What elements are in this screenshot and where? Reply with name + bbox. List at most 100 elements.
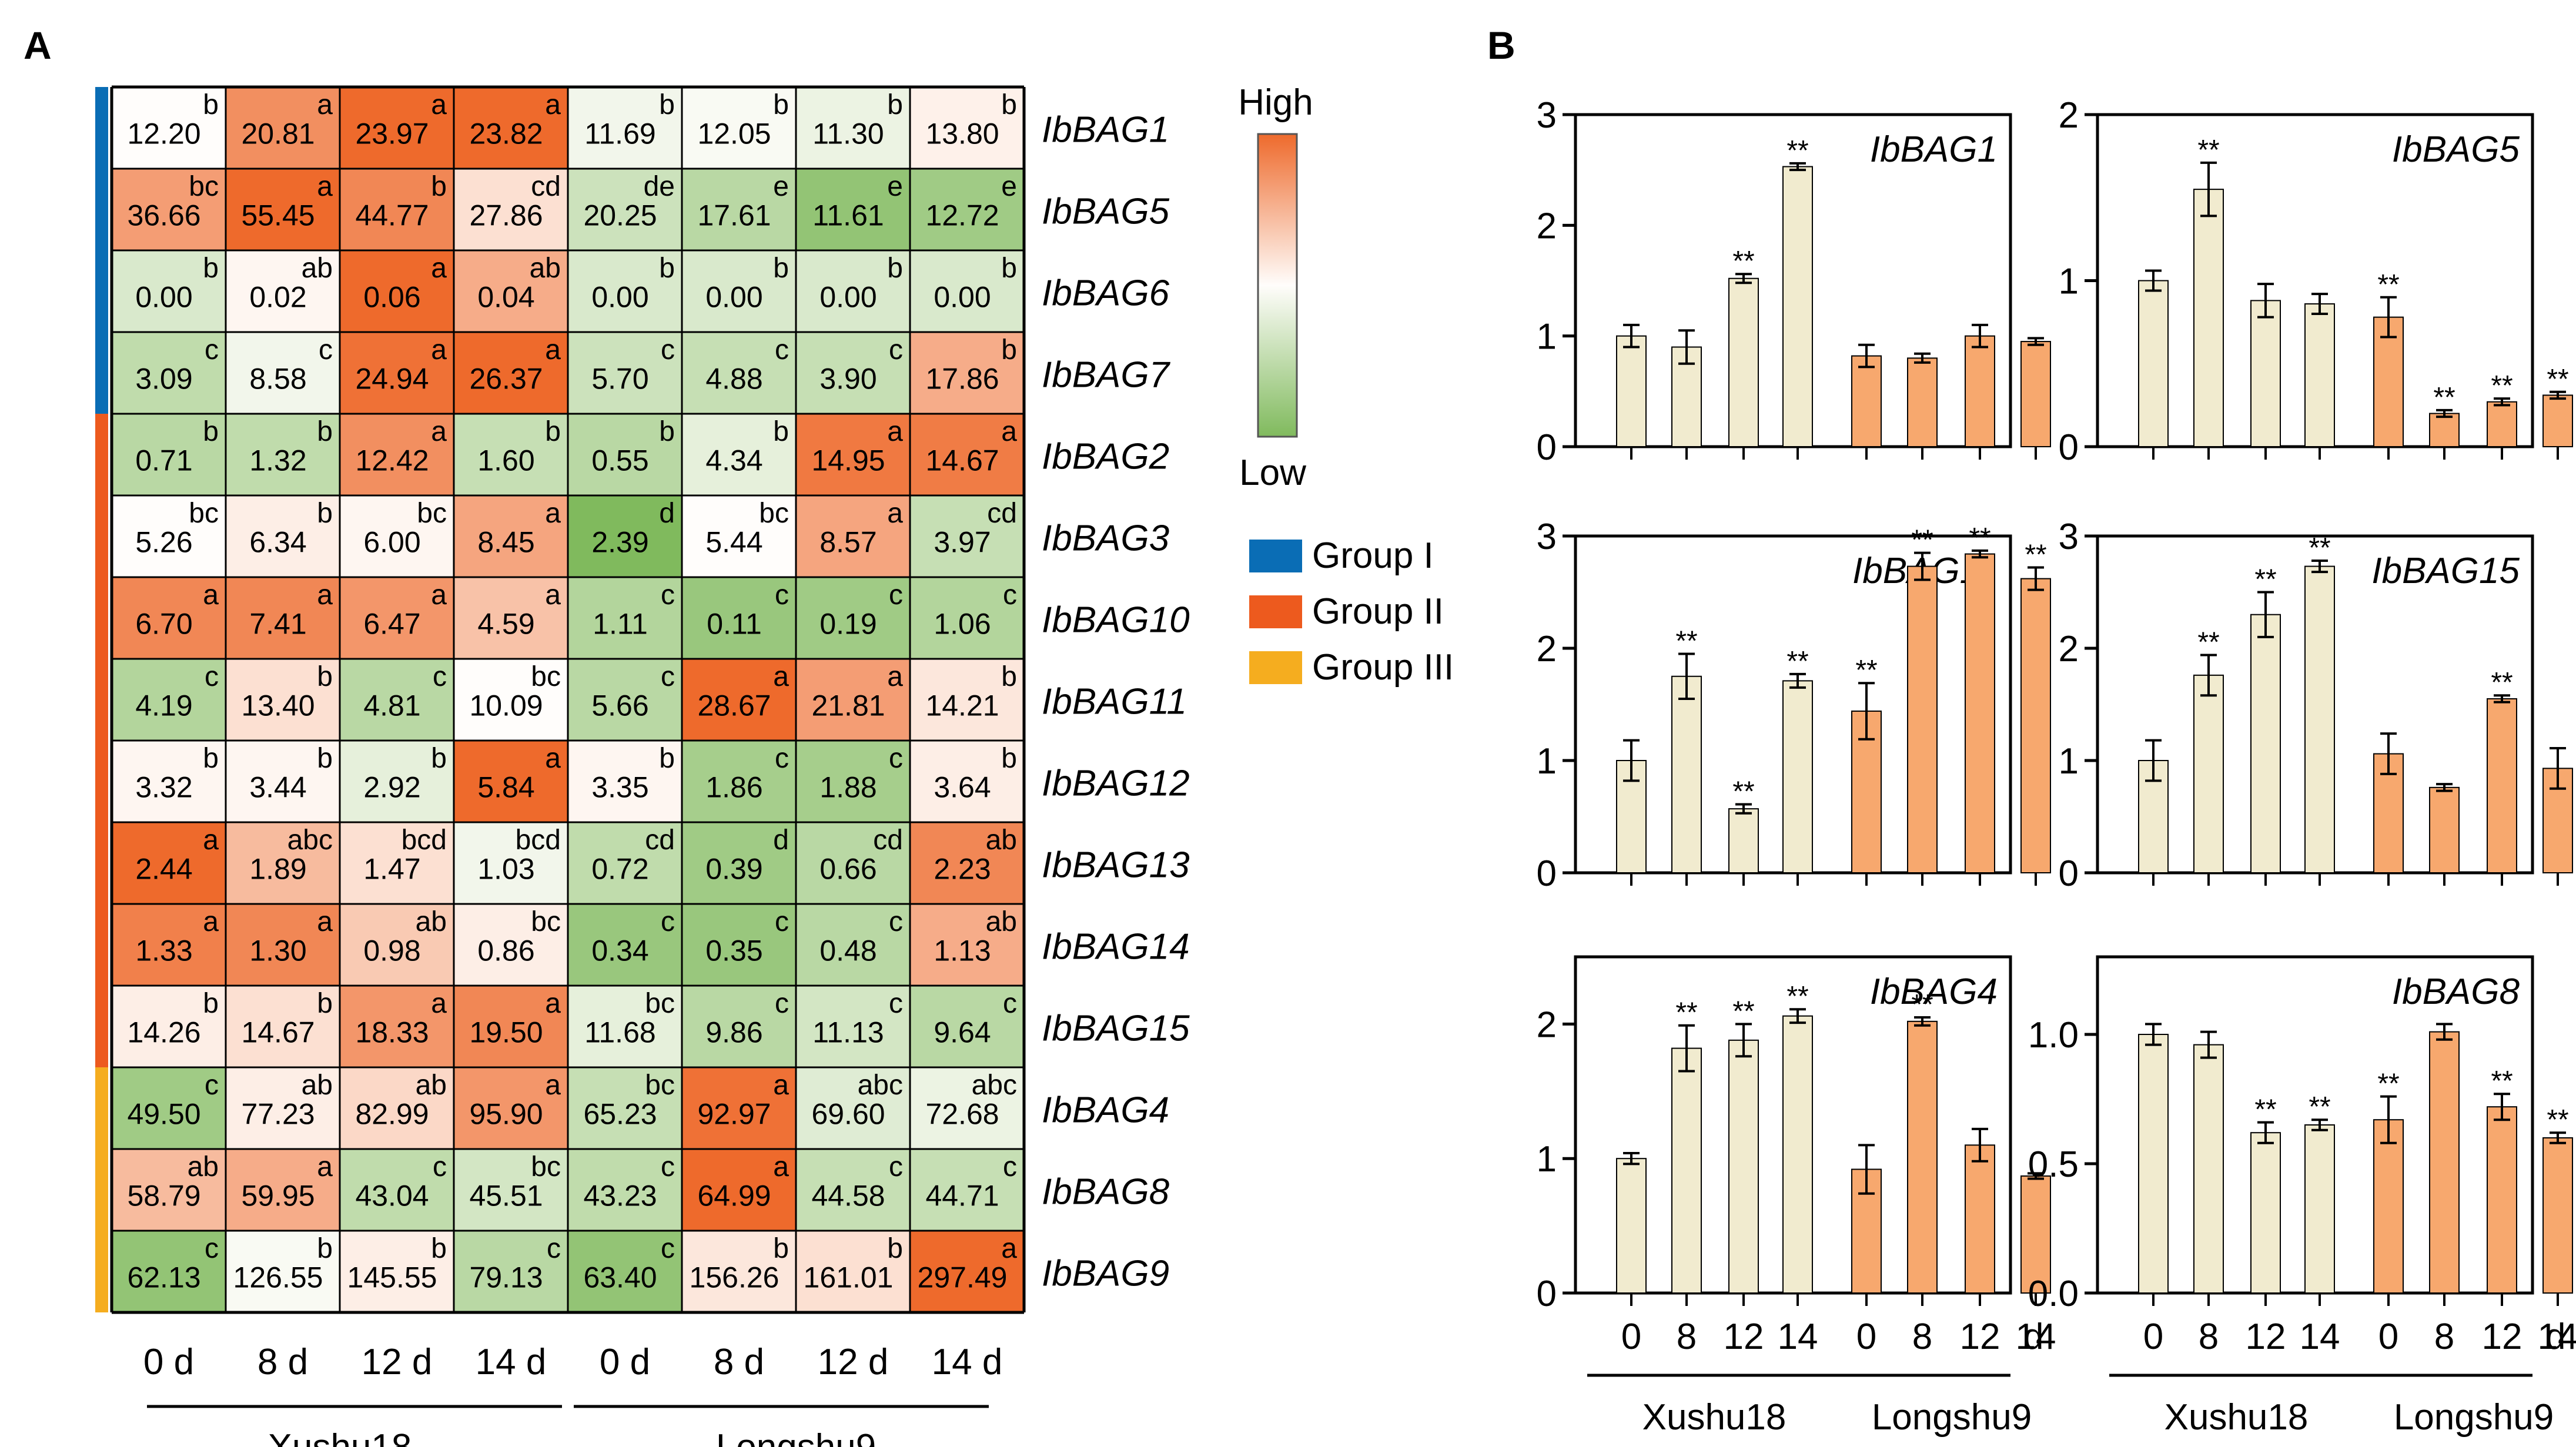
heatmap-cell	[112, 332, 226, 414]
bar	[1782, 1015, 1813, 1294]
heatmap-cell	[796, 822, 910, 904]
bar	[2487, 698, 2517, 873]
y-tick-label: 2	[1537, 206, 1557, 246]
cell-letter: cd	[645, 825, 675, 856]
chart-title: IbBAG5	[2392, 129, 2520, 170]
cell-value: 4.88	[705, 363, 762, 396]
cell-letter: b	[1001, 743, 1017, 774]
heatmap-cell	[112, 414, 226, 495]
cell-letter: a	[1001, 1233, 1017, 1264]
group-bar	[95, 1067, 108, 1149]
heatmap-cell	[682, 822, 796, 904]
significance-mark: **	[1911, 989, 1933, 1020]
heatmap-cell	[910, 577, 1024, 659]
cell-letter: a	[317, 89, 333, 120]
heatmap-cell	[568, 577, 682, 659]
cell-value: 0.66	[819, 853, 876, 886]
cultivar-label: Longshu9	[2394, 1397, 2554, 1438]
heatmap-cell	[910, 414, 1024, 495]
cell-value: 0.98	[363, 934, 420, 967]
heatmap-cell	[682, 1149, 796, 1231]
cell-value: 12.42	[355, 444, 429, 477]
bar	[1907, 1020, 1938, 1294]
cell-value: 2.39	[591, 526, 648, 559]
cell-value: 44.77	[355, 199, 429, 232]
heatmap-cell	[340, 332, 454, 414]
heatmap-cell	[796, 495, 910, 577]
cultivar-label: Xushu18	[268, 1427, 412, 1447]
cell-letter: c	[775, 743, 789, 774]
cell-letter: b	[317, 498, 333, 529]
cell-value: 20.25	[583, 199, 657, 232]
cell-letter: b	[203, 743, 219, 774]
bar	[2542, 394, 2573, 447]
cell-letter: bc	[531, 906, 561, 937]
cell-value: 2.23	[934, 853, 991, 886]
cell-letter: c	[661, 906, 675, 937]
heatmap-cell	[226, 87, 340, 169]
group-bar	[95, 169, 108, 250]
cell-value: 8.45	[477, 526, 534, 559]
cell-letter: ab	[302, 253, 333, 284]
cell-value: 11.61	[812, 199, 884, 232]
cell-value: 55.45	[241, 199, 315, 232]
bar	[2193, 674, 2224, 873]
x-tick-label: 12	[1724, 1317, 1764, 1357]
bar	[2373, 1119, 2404, 1294]
cell-value: 92.97	[697, 1098, 771, 1131]
heatmap-cell	[910, 986, 1024, 1067]
cell-value: 0.39	[705, 853, 762, 886]
cell-letter: ab	[986, 825, 1017, 856]
significance-mark: **	[1855, 655, 1877, 686]
cell-letter: e	[1001, 171, 1017, 202]
cell-value: 0.86	[477, 934, 534, 967]
heatmap-cell	[112, 495, 226, 577]
bar	[2250, 300, 2281, 447]
cell-value: 44.71	[925, 1180, 999, 1212]
cell-value: 8.57	[819, 526, 876, 559]
heatmap-cell	[340, 822, 454, 904]
bar-chart: IbBAG1 0 1 2 3 ** **	[1537, 95, 2051, 468]
cell-value: 6.00	[363, 526, 420, 559]
x-tick-label: 0	[1621, 1317, 1641, 1357]
cell-letter: a	[431, 988, 447, 1019]
cell-letter: c	[1003, 1151, 1017, 1183]
cell-letter: a	[545, 743, 561, 774]
cell-letter: c	[205, 334, 219, 366]
cell-letter: b	[773, 89, 789, 120]
cell-value: 79.13	[469, 1261, 543, 1294]
cell-letter: b	[773, 416, 789, 447]
cell-value: 161.01	[804, 1261, 894, 1294]
cell-letter: bc	[645, 988, 675, 1019]
group-swatch	[1249, 595, 1302, 628]
cell-value: 0.35	[705, 934, 762, 967]
cell-letter: a	[887, 498, 903, 529]
cell-letter: b	[659, 416, 675, 447]
cell-value: 5.66	[591, 689, 648, 722]
x-axis-unit: d	[2545, 1317, 2565, 1357]
cell-value: 72.68	[925, 1098, 999, 1131]
cell-letter: e	[887, 171, 903, 202]
cell-letter: b	[659, 89, 675, 120]
heatmap-cell	[454, 332, 568, 414]
cell-letter: b	[545, 416, 561, 447]
cell-letter: c	[547, 1233, 561, 1264]
heatmap-cell	[568, 1149, 682, 1231]
cell-letter: a	[545, 1070, 561, 1101]
cell-value: 126.55	[233, 1261, 323, 1294]
heatmap-cell	[340, 1067, 454, 1149]
cell-letter: c	[889, 743, 903, 774]
cell-letter: c	[775, 906, 789, 937]
cell-value: 0.71	[135, 444, 192, 477]
row-label: IbBAG13	[1042, 845, 1190, 886]
cell-letter: a	[773, 661, 789, 692]
group-swatch	[1249, 540, 1302, 572]
x-tick-label: 8	[2434, 1317, 2454, 1357]
x-tick-label: 14	[2538, 1317, 2576, 1357]
heatmap-cell	[568, 495, 682, 577]
row-label: IbBAG5	[1042, 192, 1170, 232]
cell-letter: abc	[287, 825, 333, 856]
heatmap-cell	[226, 414, 340, 495]
cell-value: 0.48	[819, 934, 876, 967]
heatmap-cell	[112, 822, 226, 904]
